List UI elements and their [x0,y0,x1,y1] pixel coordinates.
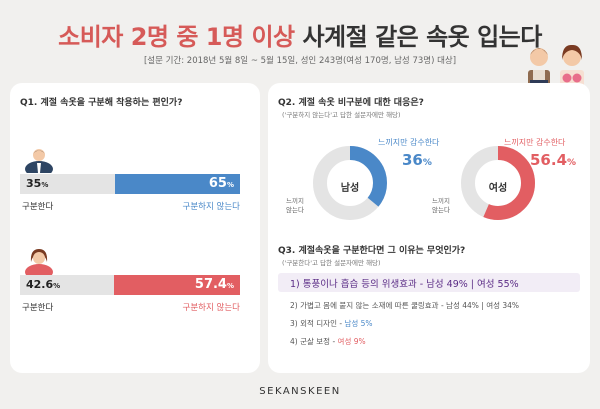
female-bar-segment-a [20,275,114,295]
title-highlight: 소비자 2명 중 1명 이상 [58,23,295,51]
brand-logo: SEKANSKEEN [259,386,341,397]
male-bar: 35% 65% [20,174,240,194]
q2-question: Q2. 계절 속옷 비구분에 대한 대응은? [278,98,424,108]
male-donut-label: 느끼지만 감수한다 [378,138,440,147]
male-label-a: 구분한다 [22,202,54,212]
male-icon [25,149,53,173]
woman-figure-icon [560,44,584,90]
female-bar-segment-b [114,275,240,295]
male-bar-segment-a [20,174,115,194]
male-donut-value: 36% [402,151,432,169]
q2-note: ('구분하지 않는다'고 답한 설문자에만 해당) [282,111,401,119]
female-bar: 42.6% 57.4% [20,275,240,295]
female-donut-other: 느끼지 않는다 [432,197,450,214]
female-donut-center: 여성 [488,183,508,194]
header: 소비자 2명 중 1명 이상 사계절 같은 속옷 입는다 [설문 기간: 201… [0,0,600,72]
male-donut-arc [313,146,387,220]
male-donut [313,146,387,220]
male-value-a: 35% [26,177,49,190]
female-donut [461,146,535,220]
q2-q3-panel: Q2. 계절 속옷 비구분에 대한 대응은? ('구분하지 않는다'고 답한 설… [268,83,590,373]
female-value-b: 57.4% [194,277,234,292]
male-value-b: 65% [208,176,234,191]
q3-question: Q3. 계절속옷을 구분한다면 그 이유는 무엇인가? [278,246,466,256]
q3-reason-1: 1) 통풍이나 흡습 등의 위생효과 - 남성 49% | 여성 55% [290,279,519,290]
female-label-b: 구분하지 않는다 [182,303,240,313]
q3-reason-2: 2) 가볍고 몸에 붙지 않는 소재에 따른 쿨링효과 - 남성 44% | 여… [290,301,520,310]
q3-note: ('구분한다'고 답한 설문자에만 해당) [282,259,381,267]
male-donut-other: 느끼지 않는다 [286,197,304,214]
female-label-a: 구분한다 [22,303,54,313]
female-donut-label: 느끼지만 감수한다 [504,138,566,147]
q1-question: Q1. 계절 속옷을 구분해 착용하는 편인가? [20,98,183,108]
survey-period: [설문 기간: 2018년 5월 8일 ~ 5월 15일, 성인 243명(여성… [143,56,457,66]
female-donut-arc [461,146,535,220]
male-bar-segment-b [115,174,240,194]
male-label-b: 구분하지 않는다 [182,202,240,212]
q3-reason-highlight [278,273,580,292]
q1-panel: Q1. 계절 속옷을 구분해 착용하는 편인가? 35% 65% 구분한다 구분… [10,83,260,373]
female-value-a: 42.6% [26,278,61,291]
q3-reason-3: 3) 외적 디자인 - 남성 5% [290,319,373,328]
q3-reason-4: 4) 군살 보정 - 여성 9% [290,337,366,346]
female-icon [25,249,53,276]
title-rest: 사계절 같은 속옷 입는다 [302,23,542,51]
page-title: 소비자 2명 중 1명 이상 사계절 같은 속옷 입는다 [0,17,600,52]
male-donut-center: 남성 [340,183,360,194]
female-donut-value: 56.4% [530,151,577,169]
